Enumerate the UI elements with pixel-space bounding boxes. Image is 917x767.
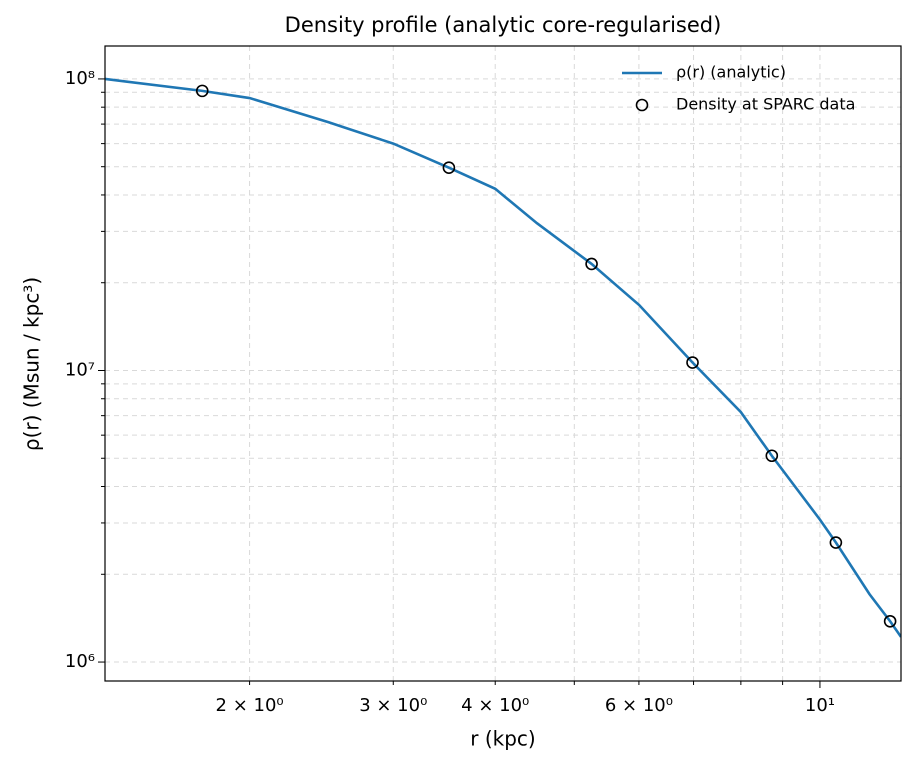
data-point [829,536,843,549]
data-point [765,449,779,463]
x-tick-label: 6 × 10⁰ [605,695,673,716]
plot-area [105,77,901,638]
data-point [442,161,456,175]
y-tick-label: 10⁶ [65,651,95,672]
legend: ρ(r) (analytic) Density at SPARC data [622,63,855,114]
y-tick-label: 10⁷ [65,359,95,380]
data-point [585,257,598,271]
plot-frame [104,45,902,682]
chart-title: Density profile (analytic core-regularis… [285,13,722,37]
legend-swatch [635,98,649,112]
legend-label: ρ(r) (analytic) [676,63,786,82]
data-point [883,614,897,628]
data-point [195,84,209,98]
data-point [686,356,699,369]
x-tick-label: 10¹ [805,695,835,716]
y-axis-label: ρ(r) (Msun / kpc³) [20,277,44,451]
legend-label: Density at SPARC data [676,95,855,114]
grid [105,46,901,681]
ticks: 2 × 10⁰ 3 × 10⁰ 4 × 10⁰ 6 × 10⁰ 10¹ 10⁶ 10⁷ 10⁸ [65,68,835,716]
y-tick-label: 10⁸ [65,68,95,89]
x-axis-label: r (kpc) [470,727,535,751]
x-tick-label: 2 × 10⁰ [216,695,284,716]
x-tick-label: 4 × 10⁰ [461,695,529,716]
density-curve [105,77,901,638]
x-tick-label: 3 × 10⁰ [359,695,427,716]
